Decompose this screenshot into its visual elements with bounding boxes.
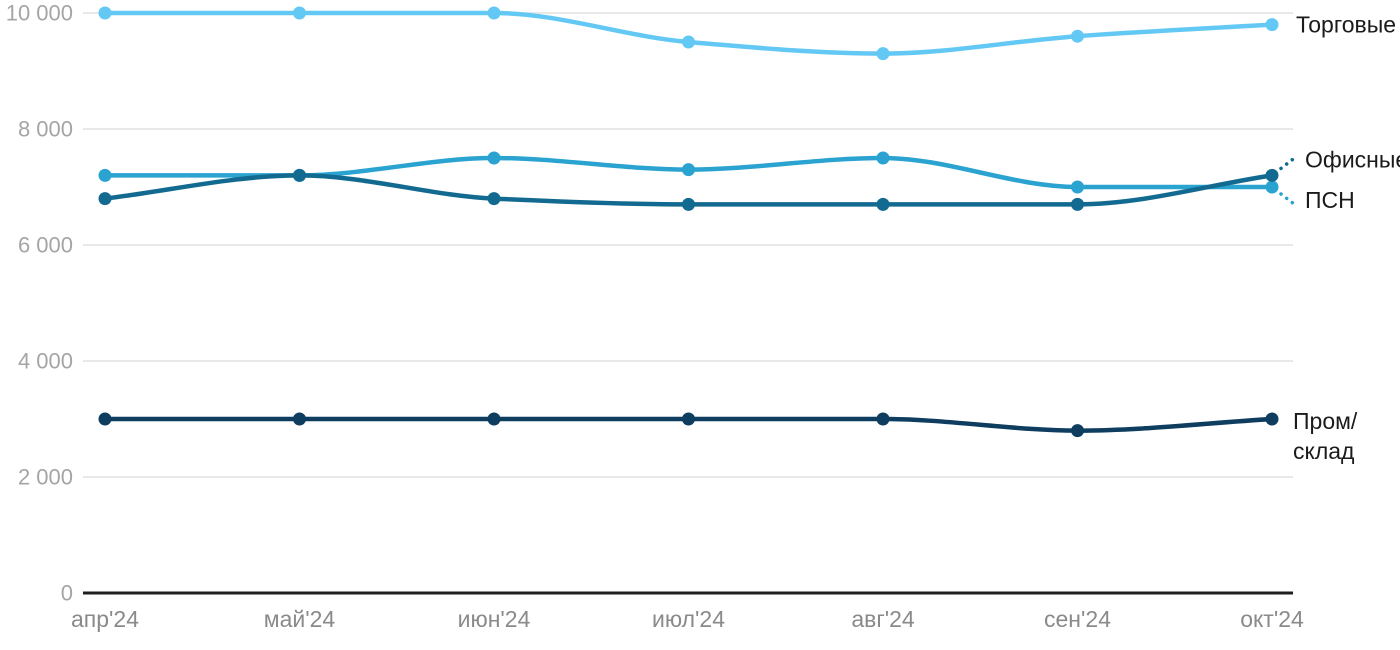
data-point [682,35,695,49]
series-end-label: ПСН [1305,187,1355,213]
x-tick-label: сен'24 [1044,606,1111,632]
data-point [876,47,890,61]
data-point [98,168,112,182]
data-point [1265,168,1279,182]
data-point [293,412,306,426]
y-tick-label: 0 [61,581,73,606]
data-point [876,151,890,165]
series-end-label: Офисные [1305,146,1400,172]
y-tick-label: 2 000 [18,465,73,490]
data-point [487,412,501,426]
data-point [487,151,501,165]
series-1: Офисные [98,146,1400,211]
y-tick-label: 8 000 [18,117,73,142]
x-tick-label: июл'24 [652,606,725,632]
data-point [293,6,306,20]
data-point [682,197,695,211]
y-tick-label: 4 000 [18,349,73,374]
data-point [682,412,695,426]
data-point [1071,180,1084,194]
series-end-label: склад [1293,438,1355,464]
data-point [1071,197,1084,211]
data-point [876,197,890,211]
data-point [98,6,112,20]
y-tick-label: 10 000 [6,1,73,26]
data-point [1071,424,1084,438]
data-point [487,192,501,206]
label-connector [1279,156,1296,171]
x-tick-label: апр'24 [71,606,139,632]
series-3: Пром/склад [98,408,1358,464]
label-connector [1279,192,1296,206]
data-point [293,168,306,182]
data-point [876,412,890,426]
data-point [98,192,112,206]
series-0: Торговые [98,6,1396,61]
x-tick-label: авг'24 [851,606,915,632]
data-point [1265,180,1279,194]
data-point [1265,412,1279,426]
series-end-label: Пром/ [1293,408,1358,434]
x-tick-label: май'24 [264,606,336,632]
series-end-label: Торговые [1296,12,1396,38]
x-tick-label: июн'24 [458,606,531,632]
data-point [682,163,695,177]
data-point [1265,18,1279,32]
data-point [98,412,112,426]
y-tick-label: 6 000 [18,233,73,258]
data-point [487,6,501,20]
x-tick-label: окт'24 [1240,606,1304,632]
data-point [1071,29,1084,43]
